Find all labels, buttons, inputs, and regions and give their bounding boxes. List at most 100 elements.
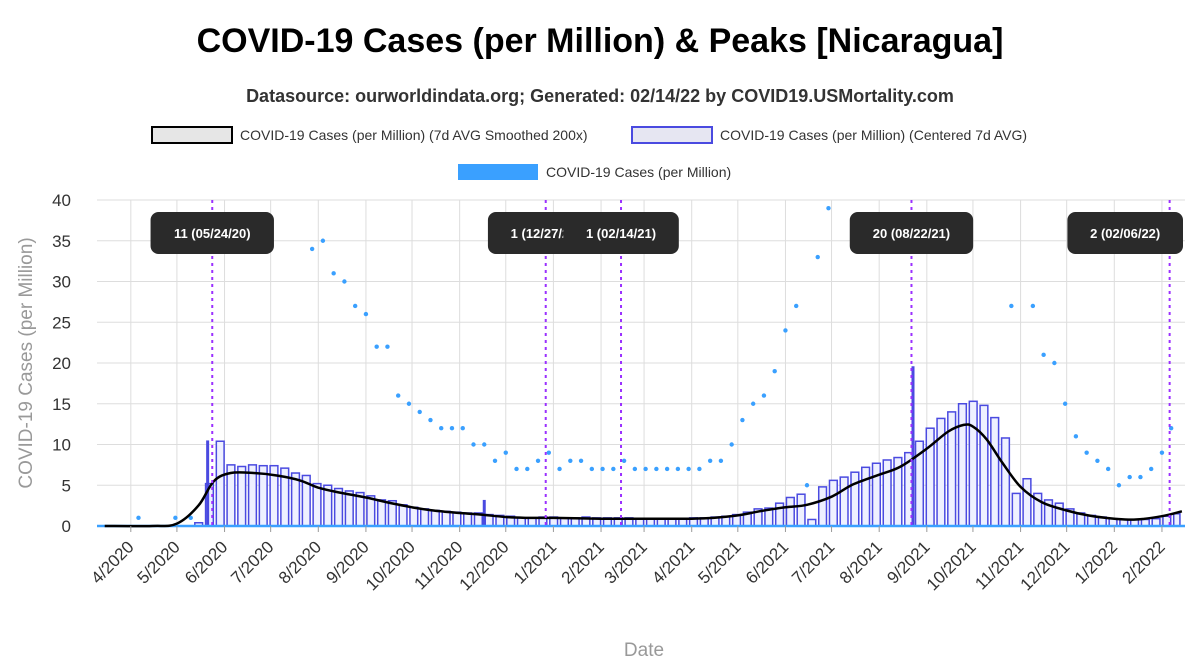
daily-point: [331, 271, 336, 276]
legend-swatch-2: [458, 164, 538, 180]
daily-point: [503, 450, 508, 455]
daily-point: [654, 466, 659, 472]
daily-point: [460, 426, 465, 431]
daily-point: [664, 466, 670, 472]
spike-bar: [482, 499, 486, 526]
y-tick-label: 5: [62, 476, 71, 495]
daily-point: [686, 466, 691, 472]
centered-avg-bar: [376, 499, 387, 527]
x-tick-label: 6/2020: [181, 537, 231, 587]
series-centered-7d-avg: [97, 366, 1185, 528]
daily-point: [826, 205, 831, 211]
daily-point: [675, 466, 681, 472]
daily-point: [632, 466, 638, 472]
centered-avg-bar: [409, 506, 419, 527]
daily-point: [557, 466, 562, 472]
centered-avg-bar: [861, 466, 871, 527]
daily-point: [804, 483, 810, 488]
centered-avg-bar: [312, 482, 322, 527]
daily-point: [374, 344, 379, 349]
centered-avg-bar: [850, 471, 860, 527]
peak-annotation-box: [1067, 212, 1183, 254]
x-tick-label: 2/2022: [1119, 537, 1169, 587]
x-tick-label: 5/2020: [134, 537, 184, 587]
daily-point: [611, 466, 616, 472]
peak-annotation-label: 11 (05/24/20): [174, 226, 251, 241]
x-tick-label: 3/2021: [601, 537, 651, 587]
daily-point: [546, 450, 551, 455]
peak-annotation-box: [150, 212, 274, 254]
daily-point: [1084, 450, 1089, 455]
legend-swatch-1: [631, 126, 713, 144]
x-tick-label: 6/2021: [742, 537, 792, 587]
centered-avg-bar: [441, 510, 451, 527]
x-tick-label: 4/2020: [87, 537, 137, 587]
x-tick-label: 4/2021: [648, 537, 698, 587]
x-tick-label: 12/2020: [456, 537, 513, 594]
peak-annotation-label: 1 (02/14/21): [586, 226, 656, 241]
daily-point: [471, 442, 476, 447]
daily-point: [417, 409, 422, 415]
x-tick-label: 2/2021: [558, 537, 608, 587]
daily-point: [320, 238, 326, 243]
x-tick-label: 11/2020: [410, 537, 466, 593]
daily-point: [1009, 303, 1014, 309]
daily-point: [482, 442, 487, 447]
daily-point: [352, 303, 358, 309]
daily-point: [1168, 426, 1174, 431]
centered-avg-bar: [344, 490, 354, 527]
daily-point: [578, 458, 584, 463]
daily-point: [449, 426, 455, 431]
daily-point: [707, 458, 713, 463]
daily-point: [525, 466, 530, 472]
centered-avg-bar: [979, 404, 989, 527]
y-tick-label: 40: [52, 191, 71, 210]
x-tick-label: 1/2021: [510, 537, 560, 587]
x-tick-label: 1/2022: [1071, 537, 1121, 587]
centered-avg-bar: [215, 440, 225, 527]
daily-point: [815, 254, 820, 260]
daily-point: [783, 328, 788, 333]
daily-point: [1095, 458, 1100, 463]
daily-point: [363, 311, 369, 317]
legend-label-2: COVID-19 Cases (per Million): [546, 164, 731, 180]
x-tick-label: 11/2021: [971, 537, 1027, 593]
daily-point: [1148, 466, 1154, 472]
centered-avg-bar: [785, 496, 795, 527]
peak-annotation-label: 2 (02/06/22): [1090, 226, 1160, 241]
y-axis-title: COVID-19 Cases (per Million): [16, 237, 37, 488]
daily-point: [794, 303, 799, 309]
x-tick-label: 7/2020: [227, 537, 277, 587]
peak-annotation-box: [849, 212, 974, 254]
daily-point: [718, 458, 724, 463]
chart-title: COVID-19 Cases (per Million) & Peaks [Ni…: [196, 22, 1004, 60]
centered-avg-bar: [419, 508, 430, 527]
peak-markers: 11 (05/24/20) 1 (12/27/20) 1 (02/14/21) 20 …: [150, 200, 1183, 526]
daily-point: [750, 401, 756, 406]
legend-label-0: COVID-19 Cases (per Million) (7d AVG Smo…: [240, 127, 588, 143]
x-tick-label: 7/2021: [788, 537, 838, 587]
centered-avg-bar: [796, 493, 806, 527]
daily-point: [643, 466, 648, 472]
centered-avg-bar: [1022, 477, 1032, 527]
daily-point: [772, 368, 777, 374]
daily-point: [729, 442, 734, 447]
daily-point: [439, 426, 444, 431]
daily-point: [740, 417, 745, 423]
centered-avg-bar: [1011, 492, 1021, 527]
daily-point: [342, 279, 347, 284]
daily-point: [1073, 434, 1079, 439]
daily-point: [1052, 360, 1057, 366]
x-tick-label: 8/2020: [275, 537, 325, 587]
centered-avg-bar: [1172, 513, 1181, 527]
centered-avg-bar: [871, 462, 882, 527]
centered-avg-bar: [398, 504, 408, 527]
chart-subtitle: Datasource: ourworldindata.org; Generate…: [246, 86, 954, 106]
y-tick-label: 30: [52, 273, 71, 292]
y-tick-label: 25: [52, 313, 71, 332]
daily-point: [697, 466, 702, 472]
daily-point: [136, 515, 141, 521]
daily-point: [1159, 450, 1165, 455]
y-tick-label: 20: [52, 354, 71, 373]
legend-swatch-0: [151, 126, 233, 144]
